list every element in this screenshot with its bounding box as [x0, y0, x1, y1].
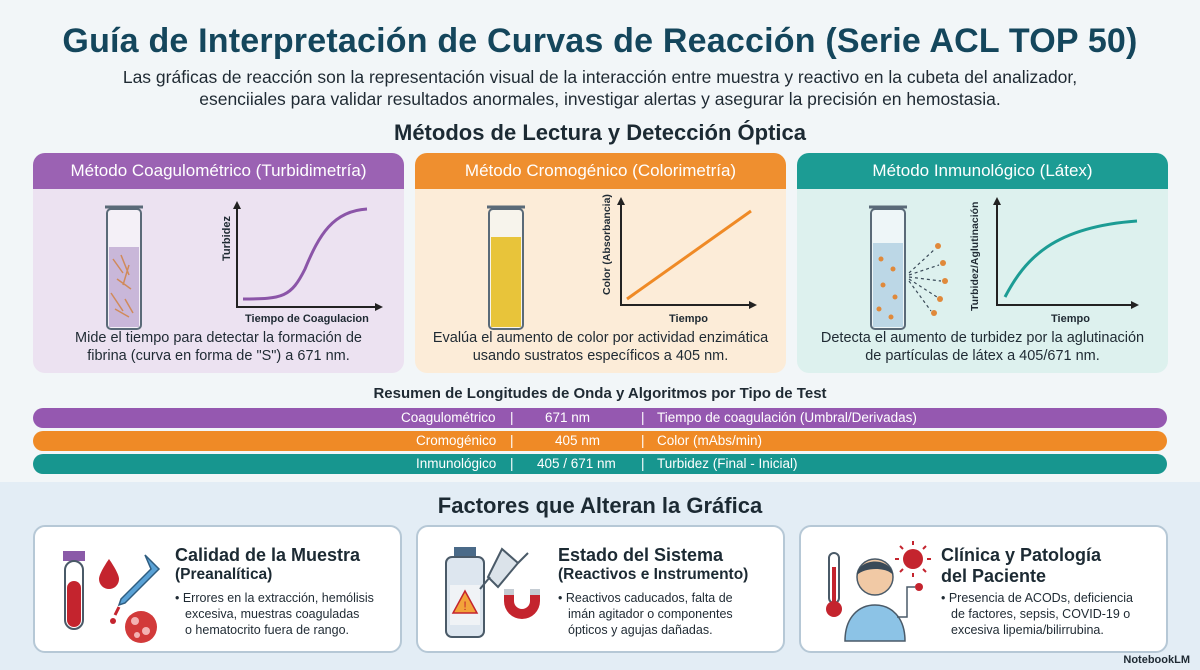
description-line-1: Mide el tiempo para detectar la formació…	[75, 330, 362, 346]
factor-title: Clínica y Patología del Paciente	[941, 545, 1101, 587]
chart-xlabel: Tiempo	[669, 313, 708, 325]
summary-algorithm: Turbidez (Final - Inicial)	[657, 456, 798, 471]
summary-test: Coagulométrico	[401, 410, 496, 425]
patient-icon	[826, 541, 931, 642]
method-card-header: Método Inmunológico (Látex)	[797, 153, 1168, 189]
turbidity-chart	[233, 201, 383, 311]
description-line-2: de partículas de látex a 405/671 nm.	[865, 348, 1100, 364]
factor-bullet: • Errores en la extracción, hemólisis ex…	[175, 590, 397, 638]
factor-bullet-line: o hematocrito fuera de rango.	[185, 623, 349, 637]
factor-subtitle: (Preanalítica)	[175, 566, 273, 583]
description-line-1: Detecta el aumento de turbidez por la ag…	[820, 330, 1145, 346]
method-description: Mide el tiempo para detectar la formació…	[41, 329, 396, 365]
page-title: Guía de Interpretación de Curvas de Reac…	[62, 22, 1138, 60]
summary-wavelength: 405 nm	[555, 433, 601, 448]
summary-test: Cromogénico	[416, 433, 497, 448]
summary-row-immunological: Inmunológico | 405 / 671 nm | Turbidez (…	[33, 454, 1167, 474]
method-card-chromogenic: Método Cromogénico (Colorimetría) Color …	[415, 153, 786, 373]
description-line-2: fibrina (curva en forma de "S") a 671 nm…	[87, 348, 350, 364]
subtitle-line-1: Las gráficas de reacción son la represen…	[122, 67, 1078, 87]
blood-sample-icon	[63, 551, 161, 643]
method-description: Detecta el aumento de turbidez por la ag…	[805, 329, 1160, 365]
factor-bullet-line: ópticos y agujas dañadas.	[568, 623, 713, 637]
factor-card-sample-quality: Calidad de la Muestra (Preanalítica) • E…	[33, 525, 402, 653]
svg-text:!: !	[463, 599, 466, 613]
summary-algorithm: Color (mAbs/min)	[657, 433, 763, 448]
factor-bullet: • Presencia de ACODs, deficiencia de fac…	[941, 590, 1163, 638]
chart-xlabel: Tiempo	[1051, 313, 1090, 325]
factor-title: Estado del Sistema	[558, 545, 724, 565]
factor-bullet: • Reactivos caducados, falta de imán agi…	[558, 590, 780, 638]
factor-bullet-line: de factores, sepsis, COVID-19 o	[951, 607, 1131, 621]
factor-bullet-line: • Errores en la extracción, hemólisis	[175, 591, 374, 605]
factor-bullet-line: excesiva, muestras coaguladas	[185, 607, 360, 621]
reagent-magnet-icon: !	[445, 547, 540, 638]
factor-bullet-line: imán agitador o componentes	[568, 607, 733, 621]
s-curve	[242, 207, 368, 301]
summary-separator: |	[510, 410, 514, 425]
factors-heading: Factores que Alteran la Gráfica	[437, 493, 763, 518]
absorbance-chart	[617, 197, 757, 309]
factor-bullet-line: excesiva lipemia/bilirrubina.	[951, 623, 1104, 637]
description-line-1: Evalúa el aumento de color por actividad…	[432, 330, 769, 346]
chart-ylabel: Turbidez	[221, 215, 233, 261]
agglutination-chart	[993, 197, 1139, 309]
subtitle-line-2: esenciiales para validar resultados anor…	[199, 89, 1001, 109]
factor-bullet-line: • Reactivos caducados, falta de	[558, 591, 733, 605]
description-line-2: usando sustratos específicos a 405 nm.	[472, 348, 729, 364]
brand-watermark: NotebookLM	[1123, 654, 1190, 666]
summary-wavelength: 405 / 671 nm	[537, 456, 616, 471]
cuvette-icon	[869, 205, 948, 330]
summary-separator: |	[641, 433, 645, 448]
factor-card-patient-clinical: Clínica y Patología del Paciente • Prese…	[799, 525, 1168, 653]
cuvette-icon	[105, 205, 143, 330]
chart-ylabel: Turbidez/Aglutinación	[969, 201, 981, 311]
summary-heading: Resumen de Longitudes de Onda y Algoritm…	[373, 385, 827, 402]
cuvette-icon	[487, 205, 525, 330]
method-card-header: Método Coagulométrico (Turbidimetría)	[33, 153, 404, 189]
method-description: Evalúa el aumento de color por actividad…	[423, 329, 778, 365]
linear-line	[626, 209, 752, 301]
summary-separator: |	[641, 456, 645, 471]
summary-wavelength: 671 nm	[545, 410, 591, 425]
summary-row-chromogenic: Cromogénico | 405 nm | Color (mAbs/min)	[33, 431, 1167, 451]
saturation-curve	[1003, 219, 1138, 298]
methods-heading: Métodos de Lectura y Detección Óptica	[394, 120, 806, 145]
summary-test: Inmunológico	[416, 456, 497, 471]
summary-row-coagulometric: Coagulométrico | 671 nm | Tiempo de coag…	[33, 408, 1167, 428]
chart-ylabel: Color (Absorbancia)	[601, 194, 613, 295]
method-card-coagulometric: Método Coagulométrico (Turbidimetría) Tu…	[33, 153, 404, 373]
factor-bullet-line: • Presencia de ACODs, deficiencia	[941, 591, 1133, 605]
method-card-immunological: Método Inmunológico (Látex) T	[797, 153, 1168, 373]
factor-title-line-1: Clínica y Patología	[941, 545, 1102, 565]
summary-separator: |	[510, 433, 514, 448]
factor-card-system-state: ! Estado del Sistema (Reactivos e Instru…	[416, 525, 785, 653]
chart-xlabel: Tiempo de Coagulacion	[245, 313, 369, 325]
summary-separator: |	[641, 410, 645, 425]
summary-separator: |	[510, 456, 514, 471]
page-subtitle: Las gráficas de reacción son la represen…	[60, 66, 1140, 110]
method-card-header: Método Cromogénico (Colorimetría)	[415, 153, 786, 189]
factor-title-line-2: del Paciente	[941, 566, 1047, 586]
factor-title: Calidad de la Muestra	[175, 545, 361, 565]
factor-subtitle: (Reactivos e Instrumento)	[558, 566, 749, 583]
summary-algorithm: Tiempo de coagulación (Umbral/Derivadas)	[657, 410, 917, 425]
